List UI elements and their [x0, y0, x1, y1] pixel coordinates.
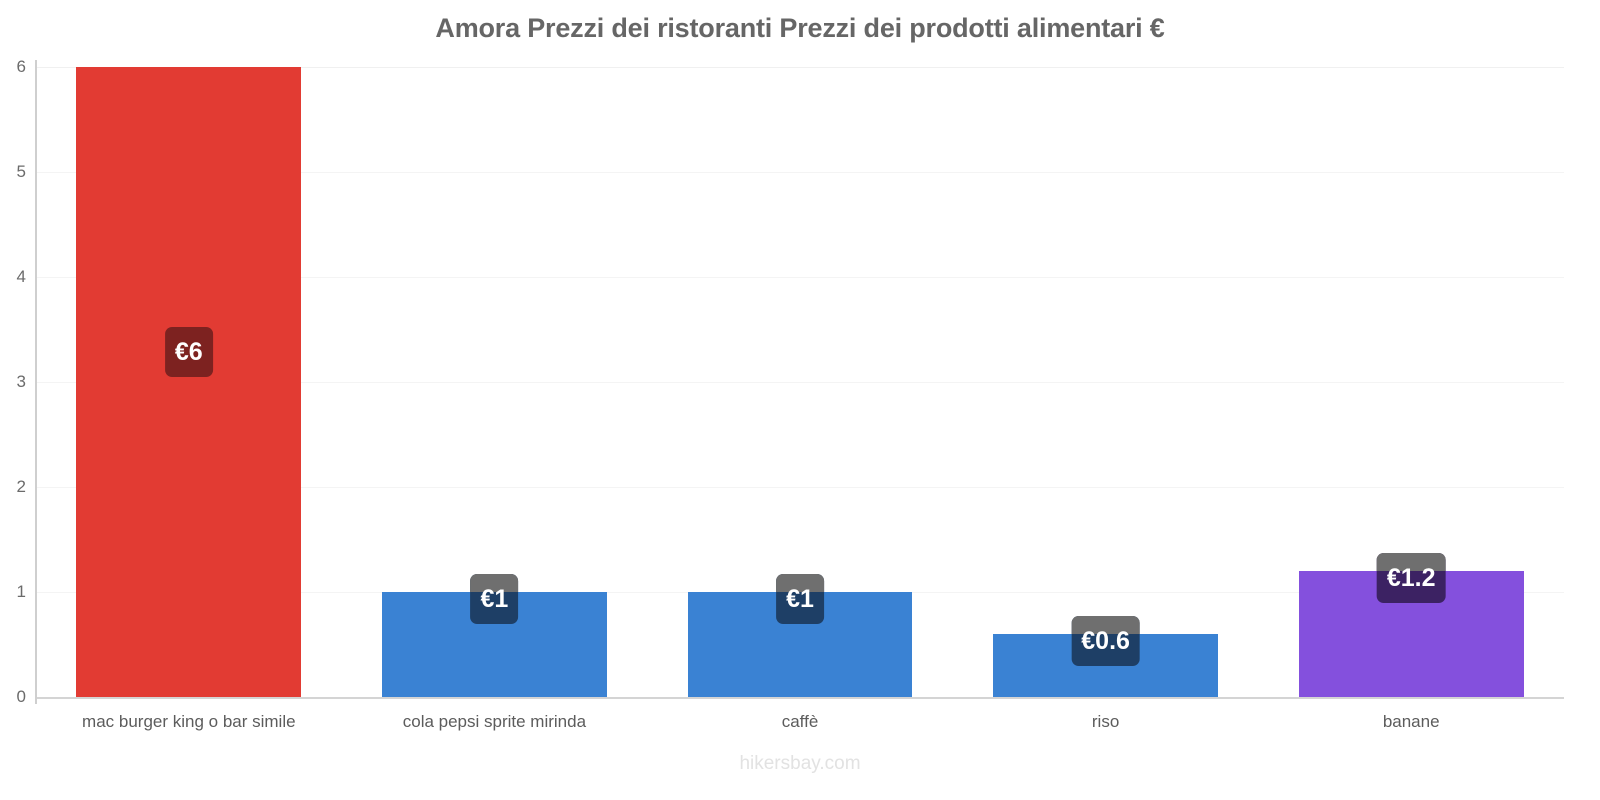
- y-axis-tick-label: 2: [16, 477, 26, 496]
- y-axis-tick-label: 4: [16, 267, 26, 286]
- x-axis-category-label: caffè: [781, 712, 819, 731]
- watermark: hikersbay.com: [739, 753, 861, 774]
- bar-value-badge: €1.2: [1376, 553, 1446, 603]
- y-axis-tick-label: 1: [16, 582, 26, 601]
- bar-value-label: €1.2: [1386, 563, 1436, 592]
- bar-value-label: €1: [786, 584, 814, 613]
- y-axis-tick-label: 3: [16, 372, 26, 391]
- x-axis-category-label: cola pepsi sprite mirinda: [402, 712, 587, 731]
- bar-value-label: €1: [480, 584, 509, 613]
- badge-cap: [1376, 553, 1446, 571]
- x-axis-baseline: [35, 697, 1564, 699]
- gridline: [36, 277, 1564, 278]
- x-axis-category-label: riso: [1091, 712, 1120, 731]
- bar-value-badge: €1: [470, 574, 519, 624]
- badge-cap: [470, 574, 519, 592]
- bar-value-label: €6: [174, 337, 203, 366]
- x-axis-category-label: mac burger king o bar simile: [82, 712, 296, 731]
- gridline: [36, 487, 1564, 488]
- x-axis-category-label: banane: [1382, 712, 1440, 731]
- badge-cap: [1071, 616, 1140, 634]
- y-axis-tick-label: 6: [16, 57, 26, 76]
- y-axis-line: [35, 60, 37, 704]
- y-axis-tick-label: 5: [16, 162, 26, 181]
- plot-area: €6 €1 €1 €0.6 €1.2: [35, 67, 1564, 699]
- y-axis-tick-label: 0: [16, 687, 26, 706]
- gridline: [36, 172, 1564, 173]
- bar-value-badge: €6: [164, 327, 213, 377]
- bar[interactable]: [76, 67, 302, 697]
- bar-value-badge: €0.6: [1071, 616, 1140, 666]
- bar-value-label: €0.6: [1081, 626, 1130, 655]
- bar-value-badge: €1: [776, 574, 824, 624]
- gridline: [36, 382, 1564, 383]
- badge-cap: [776, 574, 824, 592]
- gridline: [36, 67, 1564, 68]
- page-title: Amora Prezzi dei ristoranti Prezzi dei p…: [435, 13, 1165, 43]
